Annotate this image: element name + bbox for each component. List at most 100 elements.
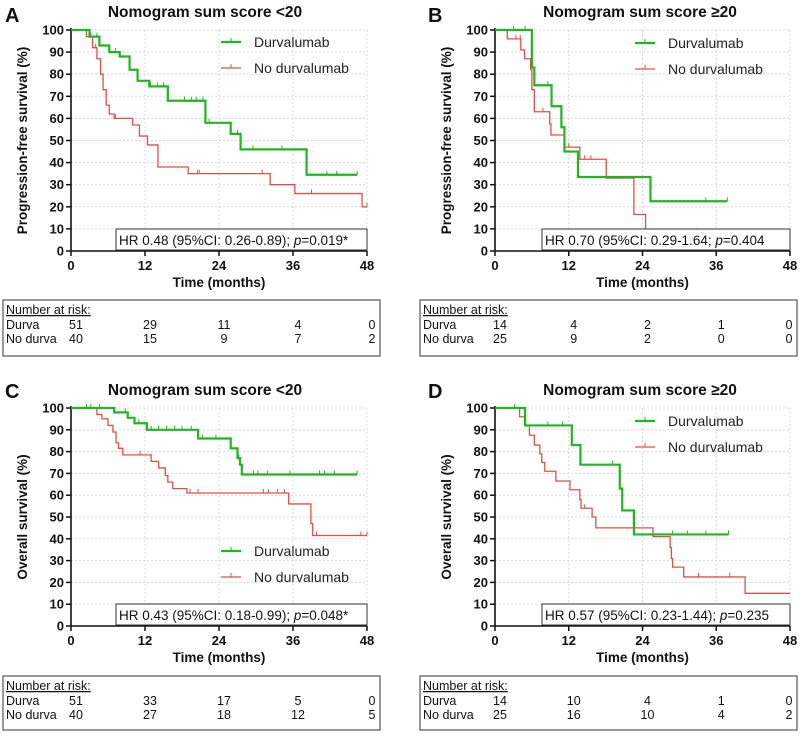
x-tick-label: 0 — [491, 258, 498, 273]
chart-title: Nomogram sum score ≥20 — [543, 4, 737, 21]
hr-text: HR 0.57 (95%CI: 0.23-1.44); p=0.235 — [545, 608, 769, 623]
x-tick-label: 36 — [709, 633, 723, 648]
y-tick-label: 70 — [474, 466, 488, 481]
y-tick-label: 10 — [50, 597, 64, 612]
x-tick-label: 48 — [360, 633, 374, 648]
risk-table-box — [2, 675, 381, 731]
risk-value: 4 — [644, 694, 651, 708]
risk-row-label: Durva — [6, 694, 39, 708]
y-tick-label: 0 — [57, 619, 64, 634]
risk-value: 0 — [786, 318, 793, 332]
y-tick-label: 80 — [474, 444, 488, 459]
x-tick-label: 24 — [212, 633, 227, 648]
risk-row-label: No durva — [6, 332, 57, 346]
y-tick-label: 10 — [474, 597, 488, 612]
risk-value: 1 — [718, 318, 725, 332]
x-tick-label: 0 — [491, 633, 498, 648]
risk-value: 29 — [143, 318, 157, 332]
p-value: =0.019* — [301, 233, 349, 248]
risk-value: 4 — [570, 318, 577, 332]
y-tick-label: 60 — [474, 111, 488, 126]
y-tick-label: 100 — [42, 401, 64, 416]
y-tick-label: 50 — [50, 133, 64, 148]
y-tick-label: 40 — [50, 155, 64, 170]
y-tick-label: 70 — [50, 466, 64, 481]
risk-value: 2 — [786, 708, 793, 722]
x-tick-label: 12 — [562, 258, 576, 273]
x-tick-label: 24 — [635, 258, 650, 273]
risk-row-label: Durva — [423, 318, 456, 332]
panel-a: A Nomogram sum score <2001020304050607080… — [2, 4, 381, 357]
risk-row-label: Durva — [6, 318, 39, 332]
risk-value: 4 — [295, 318, 302, 332]
hr-text-main: HR 0.43 (95%CI: 0.18-0.99); — [119, 608, 294, 623]
y-tick-label: 90 — [474, 422, 488, 437]
y-tick-label: 10 — [50, 221, 64, 236]
no-durvalumab-curve — [71, 29, 367, 208]
p-value: =0.235 — [727, 608, 769, 623]
risk-value: 27 — [143, 708, 157, 722]
risk-value: 16 — [567, 708, 581, 722]
x-tick-label: 48 — [360, 258, 374, 273]
risk-table-header: Number at risk: — [423, 679, 508, 693]
chart-title: Nomogram sum score <20 — [108, 4, 302, 21]
y-tick-label: 100 — [42, 23, 64, 38]
risk-value: 25 — [493, 708, 507, 722]
risk-value: 18 — [217, 708, 231, 722]
x-tick-label: 48 — [783, 258, 797, 273]
legend-no-durvalumab-label: No durvalumab — [254, 60, 349, 76]
legend-durvalumab-label: Durvalumab — [254, 34, 330, 50]
risk-value: 10 — [641, 708, 655, 722]
x-tick-label: 24 — [212, 258, 227, 273]
y-tick-label: 60 — [50, 111, 64, 126]
risk-value: 40 — [69, 708, 83, 722]
y-tick-label: 80 — [50, 67, 64, 82]
risk-value: 14 — [493, 694, 507, 708]
risk-value: 9 — [570, 332, 577, 346]
x-tick-label: 12 — [138, 633, 152, 648]
risk-row-label: No durva — [6, 708, 57, 722]
panel-b: B Nomogram sum score ≥2001020304050607080… — [419, 4, 798, 357]
x-tick-label: 36 — [709, 258, 723, 273]
x-tick-label: 36 — [286, 633, 300, 648]
x-axis-label: Time (months) — [173, 275, 266, 290]
risk-value: 2 — [644, 332, 651, 346]
risk-table-header: Number at risk: — [423, 303, 508, 317]
p-value: =0.404 — [723, 233, 765, 248]
y-tick-label: 50 — [50, 510, 64, 525]
risk-value: 51 — [69, 318, 83, 332]
y-tick-label: 90 — [50, 45, 64, 60]
legend-durvalumab-label: Durvalumab — [668, 35, 744, 51]
risk-value: 2 — [369, 332, 376, 346]
risk-value: 0 — [718, 332, 725, 346]
x-tick-label: 0 — [67, 258, 74, 273]
panel-letter: A — [5, 5, 19, 27]
y-tick-label: 0 — [481, 244, 488, 259]
y-tick-label: 90 — [474, 45, 488, 60]
hr-box — [115, 603, 368, 626]
durvalumab-curve — [495, 28, 728, 203]
y-tick-label: 20 — [474, 199, 488, 214]
y-tick-label: 20 — [50, 199, 64, 214]
y-tick-label: 30 — [474, 553, 488, 568]
no-durvalumab-curve — [495, 29, 698, 233]
risk-value: 51 — [69, 694, 83, 708]
panel-d: D Nomogram sum score ≥2001020304050607080… — [419, 381, 798, 731]
y-tick-label: 20 — [50, 575, 64, 590]
y-tick-label: 10 — [474, 221, 488, 236]
legend-no-durvalumab-label: No durvalumab — [668, 439, 763, 455]
risk-value: 0 — [369, 318, 376, 332]
hr-text: HR 0.48 (95%CI: 0.26-0.89); p=0.019* — [119, 233, 349, 248]
legend-durvalumab-label: Durvalumab — [254, 543, 330, 559]
legend-no-durvalumab-label: No durvalumab — [668, 61, 763, 77]
hr-text: HR 0.70 (95%CI: 0.29-1.64; p=0.404 — [545, 233, 765, 248]
x-tick-label: 48 — [783, 633, 797, 648]
risk-value: 0 — [369, 694, 376, 708]
y-tick-label: 50 — [474, 133, 488, 148]
x-tick-label: 24 — [635, 633, 650, 648]
y-tick-label: 30 — [50, 177, 64, 192]
durvalumab-curve — [71, 28, 358, 176]
legend-no-durvalumab-label: No durvalumab — [254, 569, 349, 585]
risk-value: 33 — [143, 694, 157, 708]
chart-title: Nomogram sum score <20 — [108, 382, 302, 399]
